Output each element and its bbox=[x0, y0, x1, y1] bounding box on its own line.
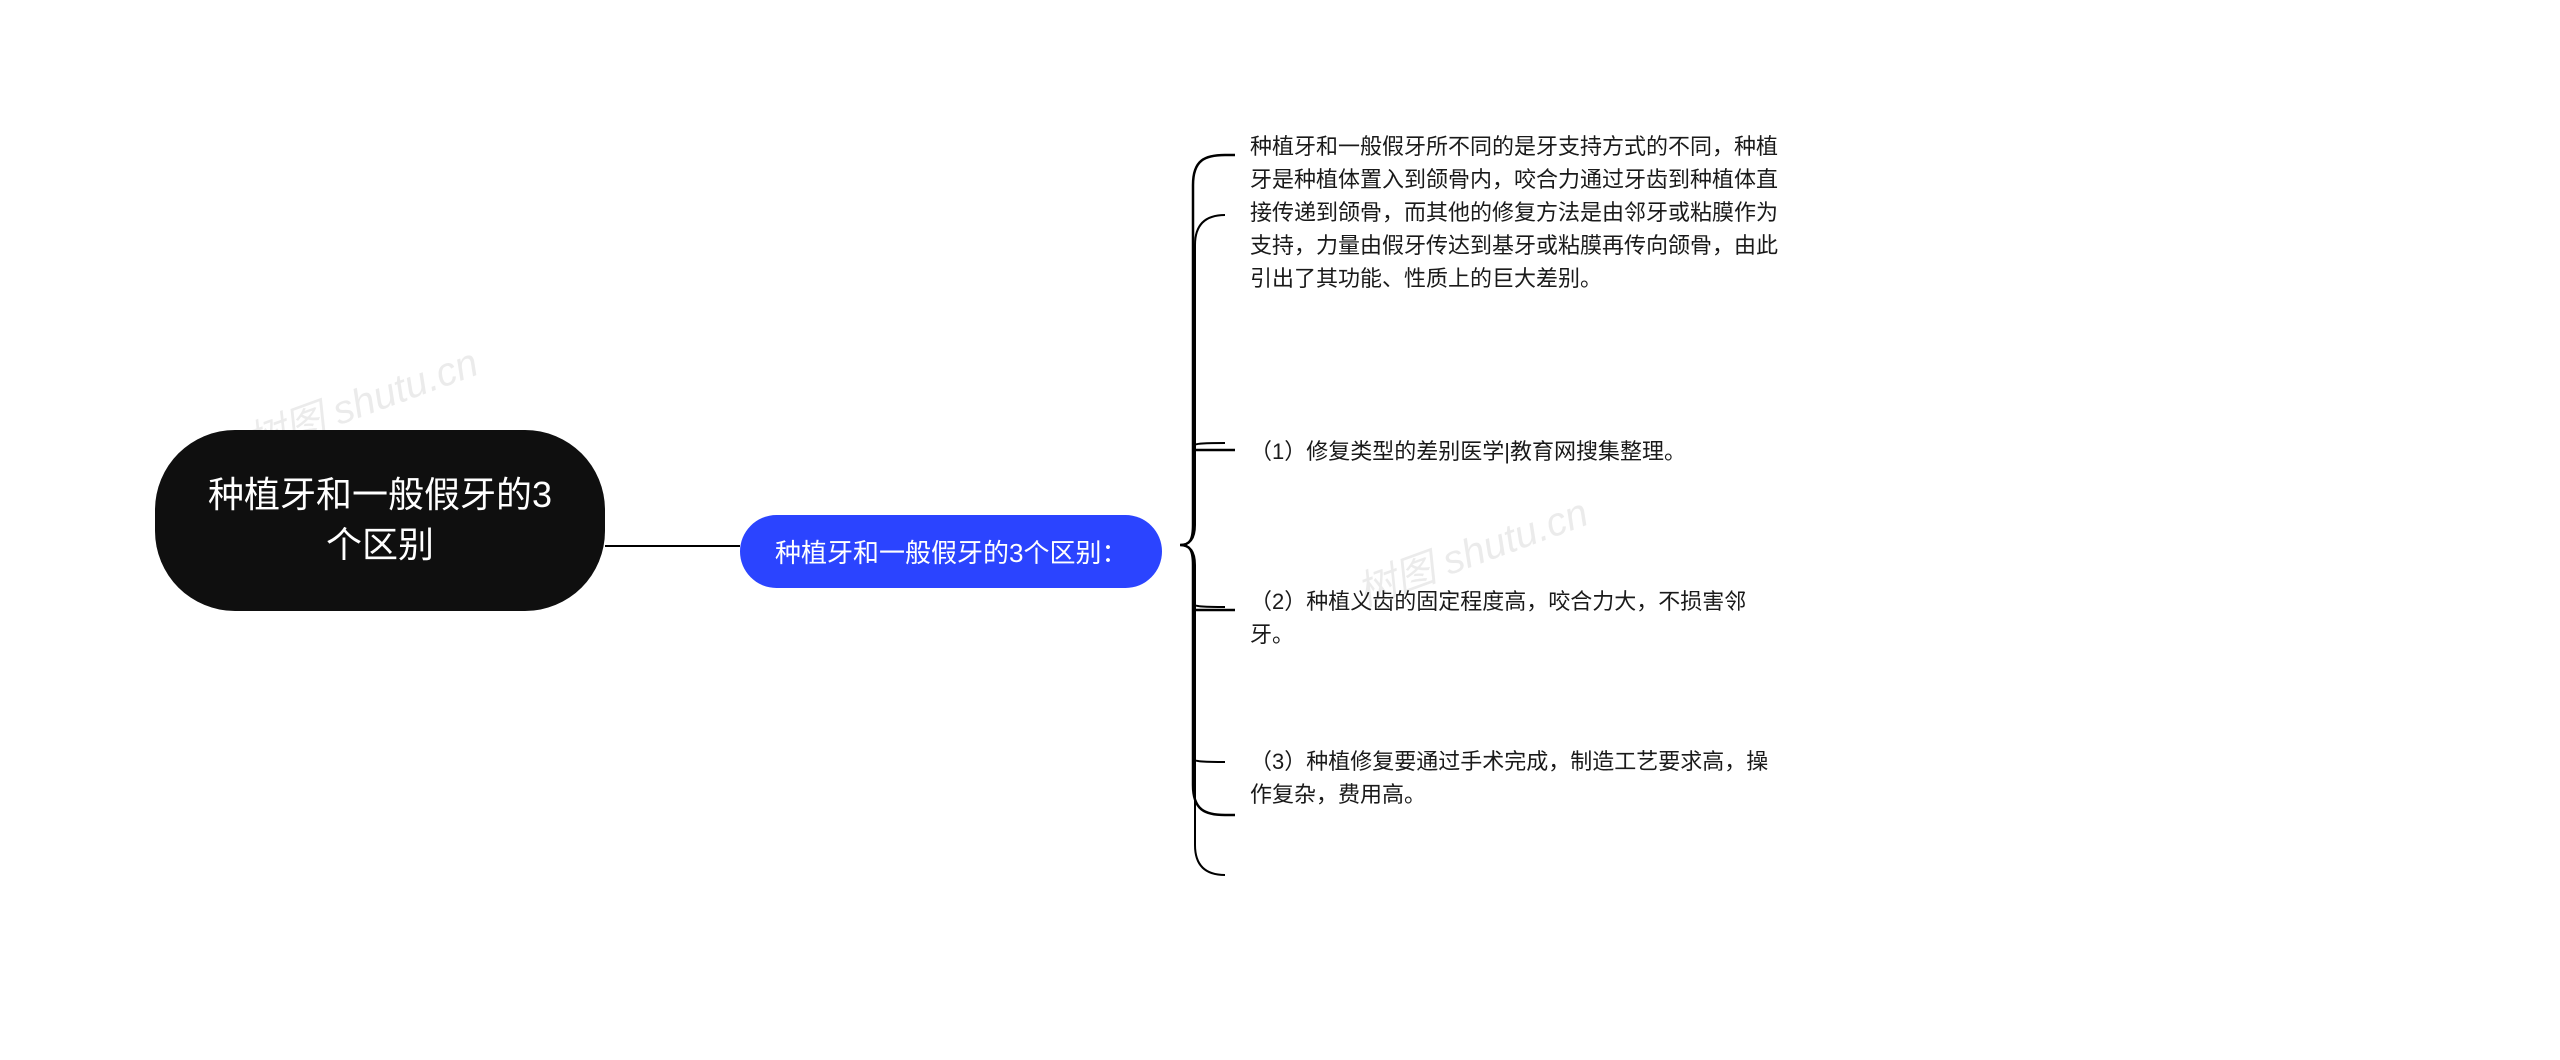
mindmap-sub-node: 种植牙和一般假牙的3个区别： bbox=[740, 515, 1162, 588]
mindmap-root-node: 种植牙和一般假牙的3个区别 bbox=[155, 430, 605, 611]
mindmap-leaf-node: （2）种植义齿的固定程度高，咬合力大，不损害邻牙。 bbox=[1250, 585, 1780, 651]
connector-root-to-sub bbox=[605, 545, 740, 547]
mindmap-leaf-node: （1）修复类型的差别医学|教育网搜集整理。 bbox=[1250, 435, 1780, 468]
mindmap-leaf-node: （3）种植修复要通过手术完成，制造工艺要求高，操作复杂，费用高。 bbox=[1250, 745, 1780, 811]
bracket-main bbox=[1175, 145, 1255, 825]
mindmap-leaf-node: 种植牙和一般假牙所不同的是牙支持方式的不同，种植牙是种植体置入到颌骨内，咬合力通… bbox=[1250, 130, 1780, 295]
